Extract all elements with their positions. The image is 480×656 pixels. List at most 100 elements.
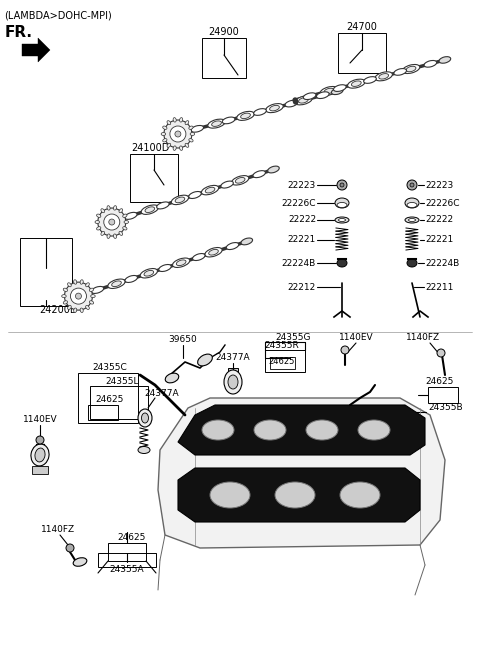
Circle shape — [64, 282, 93, 310]
Ellipse shape — [95, 220, 99, 224]
Text: 22223: 22223 — [425, 180, 453, 190]
Ellipse shape — [68, 306, 71, 310]
Bar — [32, 466, 48, 474]
Bar — [20, 238, 72, 306]
Circle shape — [437, 349, 445, 357]
Ellipse shape — [231, 176, 249, 185]
Ellipse shape — [96, 214, 101, 217]
Text: 24625: 24625 — [426, 377, 454, 386]
Ellipse shape — [364, 77, 376, 83]
Circle shape — [164, 120, 192, 148]
Ellipse shape — [171, 195, 189, 205]
Ellipse shape — [163, 126, 167, 129]
Text: 1140EV: 1140EV — [339, 333, 373, 342]
Ellipse shape — [180, 146, 183, 150]
Ellipse shape — [408, 218, 416, 222]
Text: 24377A: 24377A — [216, 354, 250, 363]
Ellipse shape — [285, 100, 298, 107]
Ellipse shape — [405, 217, 419, 223]
Ellipse shape — [189, 192, 201, 199]
Ellipse shape — [173, 117, 176, 122]
Ellipse shape — [270, 106, 279, 111]
Ellipse shape — [176, 260, 186, 266]
Ellipse shape — [101, 209, 105, 213]
Text: 22224B: 22224B — [425, 258, 459, 268]
Bar — [202, 38, 246, 78]
Ellipse shape — [85, 306, 89, 310]
Ellipse shape — [138, 447, 150, 453]
Circle shape — [98, 208, 126, 236]
Ellipse shape — [112, 281, 121, 287]
Ellipse shape — [208, 119, 225, 128]
Bar — [98, 553, 156, 567]
Ellipse shape — [125, 276, 137, 283]
Ellipse shape — [299, 98, 308, 103]
Ellipse shape — [337, 259, 347, 267]
Ellipse shape — [142, 413, 148, 423]
Ellipse shape — [405, 198, 419, 208]
Circle shape — [71, 288, 86, 304]
Ellipse shape — [235, 178, 245, 183]
Circle shape — [410, 183, 414, 187]
Bar — [265, 350, 305, 372]
Ellipse shape — [85, 283, 89, 287]
Text: 24355C: 24355C — [93, 363, 127, 373]
Ellipse shape — [189, 138, 193, 142]
Ellipse shape — [335, 217, 349, 223]
Ellipse shape — [268, 166, 279, 173]
Ellipse shape — [189, 126, 193, 129]
Ellipse shape — [159, 264, 171, 272]
Text: 24900: 24900 — [209, 27, 240, 37]
Ellipse shape — [140, 268, 157, 278]
Ellipse shape — [63, 288, 68, 291]
Text: 22224B: 22224B — [282, 258, 316, 268]
Circle shape — [36, 436, 44, 444]
Bar — [88, 405, 118, 420]
Text: 22226C: 22226C — [425, 199, 459, 207]
Ellipse shape — [320, 87, 338, 96]
Ellipse shape — [80, 279, 83, 284]
Ellipse shape — [241, 238, 252, 245]
Ellipse shape — [107, 234, 110, 238]
Ellipse shape — [228, 375, 238, 389]
Ellipse shape — [402, 64, 420, 73]
Ellipse shape — [63, 300, 68, 304]
Text: 1140EV: 1140EV — [23, 415, 57, 424]
Ellipse shape — [407, 259, 417, 267]
Circle shape — [75, 293, 82, 299]
Ellipse shape — [101, 232, 105, 236]
Ellipse shape — [91, 295, 95, 298]
Text: 22221: 22221 — [425, 236, 453, 245]
Ellipse shape — [190, 133, 195, 136]
Text: 24625: 24625 — [96, 396, 124, 405]
Ellipse shape — [237, 112, 254, 121]
Circle shape — [104, 214, 120, 230]
Ellipse shape — [253, 109, 266, 115]
Ellipse shape — [123, 214, 127, 217]
Ellipse shape — [161, 133, 166, 136]
Ellipse shape — [108, 279, 125, 289]
Ellipse shape — [226, 243, 239, 249]
Ellipse shape — [335, 198, 349, 208]
Ellipse shape — [180, 117, 183, 122]
Ellipse shape — [205, 187, 215, 193]
Circle shape — [341, 346, 349, 354]
Ellipse shape — [439, 56, 451, 63]
Text: 24200B: 24200B — [39, 305, 77, 315]
Ellipse shape — [212, 121, 221, 127]
Ellipse shape — [191, 125, 204, 132]
Ellipse shape — [185, 144, 189, 148]
Ellipse shape — [119, 232, 123, 236]
Ellipse shape — [334, 85, 346, 91]
Ellipse shape — [119, 209, 123, 213]
Text: 1140FZ: 1140FZ — [406, 333, 440, 342]
Circle shape — [340, 183, 344, 187]
Ellipse shape — [340, 482, 380, 508]
Ellipse shape — [74, 279, 77, 284]
Ellipse shape — [173, 146, 176, 150]
Bar — [338, 33, 386, 73]
Ellipse shape — [172, 258, 190, 268]
Ellipse shape — [221, 181, 233, 188]
Ellipse shape — [145, 207, 155, 213]
Text: 24355B: 24355B — [428, 403, 463, 413]
